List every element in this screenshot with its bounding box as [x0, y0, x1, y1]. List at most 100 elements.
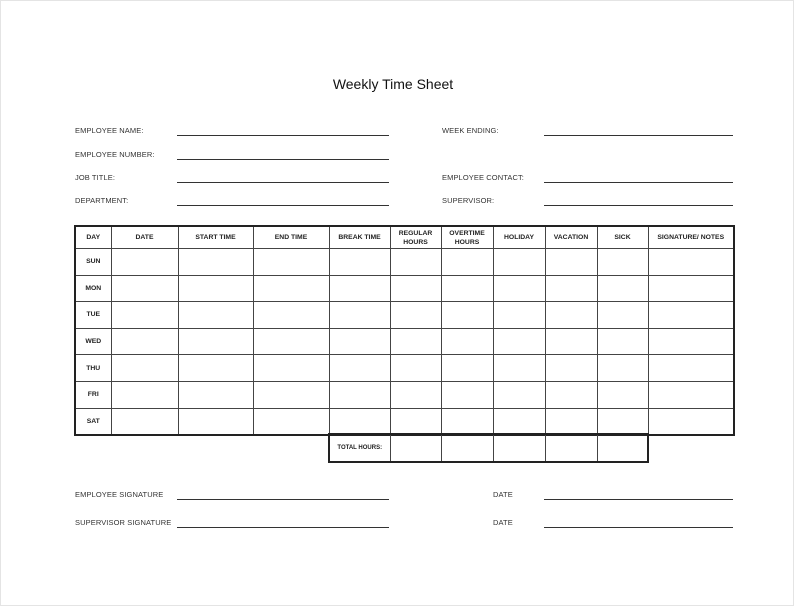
column-header: REGULAR HOURS	[389, 225, 442, 249]
job-title-field[interactable]	[177, 182, 389, 183]
employee-date-field[interactable]	[544, 499, 733, 500]
employee-date-label: DATE	[493, 490, 513, 499]
table-cell[interactable]	[647, 380, 735, 409]
table-cell[interactable]	[647, 327, 735, 356]
table-cell[interactable]	[492, 248, 546, 276]
supervisor-signature-field[interactable]	[177, 527, 389, 528]
table-cell[interactable]	[544, 248, 598, 276]
table-cell[interactable]	[389, 301, 442, 329]
table-cell[interactable]	[328, 380, 391, 409]
table-cell[interactable]	[177, 301, 254, 329]
day-label: TUE	[74, 301, 112, 329]
table-cell[interactable]	[492, 354, 546, 382]
table-cell[interactable]	[389, 327, 442, 356]
employee-signature-field[interactable]	[177, 499, 389, 500]
table-cell[interactable]	[252, 301, 330, 329]
total-vacation-cell[interactable]	[544, 433, 598, 463]
table-cell[interactable]	[492, 274, 546, 303]
table-cell[interactable]	[252, 248, 330, 276]
timesheet-table: DAY DATE START TIME END TIME BREAK TIME REGUL…	[74, 225, 735, 437]
employee-number-field[interactable]	[177, 159, 389, 160]
table-cell[interactable]	[492, 327, 546, 356]
table-cell[interactable]	[596, 407, 649, 436]
table-cell[interactable]	[596, 354, 649, 382]
table-cell[interactable]	[647, 354, 735, 382]
table-cell[interactable]	[440, 407, 494, 436]
week-ending-label: WEEK ENDING:	[442, 126, 499, 135]
table-cell[interactable]	[252, 274, 330, 303]
table-cell[interactable]	[596, 380, 649, 409]
table-cell[interactable]	[389, 274, 442, 303]
table-cell[interactable]	[492, 380, 546, 409]
table-cell[interactable]	[389, 248, 442, 276]
table-cell[interactable]	[177, 407, 254, 436]
table-cell[interactable]	[647, 248, 735, 276]
table-cell[interactable]	[596, 248, 649, 276]
table-cell[interactable]	[252, 407, 330, 436]
table-cell[interactable]	[596, 327, 649, 356]
total-hours-table: TOTAL HOURS:	[328, 433, 649, 463]
job-title-label: JOB TITLE:	[75, 173, 116, 182]
table-cell[interactable]	[252, 380, 330, 409]
table-cell[interactable]	[440, 248, 494, 276]
table-cell[interactable]	[544, 327, 598, 356]
table-cell[interactable]	[647, 407, 735, 436]
table-cell[interactable]	[440, 327, 494, 356]
department-label: DEPARTMENT:	[75, 196, 129, 205]
table-cell[interactable]	[328, 327, 391, 356]
supervisor-field[interactable]	[544, 205, 733, 206]
table-cell[interactable]	[440, 274, 494, 303]
table-cell[interactable]	[110, 380, 179, 409]
total-sick-cell[interactable]	[596, 433, 649, 463]
table-cell[interactable]	[328, 248, 391, 276]
total-overtime-hours-cell[interactable]	[440, 433, 494, 463]
table-cell[interactable]	[389, 380, 442, 409]
table-cell[interactable]	[110, 274, 179, 303]
table-cell[interactable]	[110, 301, 179, 329]
total-holiday-cell[interactable]	[492, 433, 546, 463]
table-cell[interactable]	[647, 274, 735, 303]
total-regular-hours-cell[interactable]	[389, 433, 442, 463]
table-cell[interactable]	[252, 354, 330, 382]
table-cell[interactable]	[544, 301, 598, 329]
table-cell[interactable]	[440, 354, 494, 382]
table-cell[interactable]	[544, 407, 598, 436]
table-cell[interactable]	[252, 327, 330, 356]
table-cell[interactable]	[492, 301, 546, 329]
table-cell[interactable]	[389, 354, 442, 382]
table-cell[interactable]	[110, 327, 179, 356]
table-cell[interactable]	[110, 354, 179, 382]
table-cell[interactable]	[440, 301, 494, 329]
employee-name-field[interactable]	[177, 135, 389, 136]
day-label: WED	[74, 327, 112, 356]
table-cell[interactable]	[492, 407, 546, 436]
column-header: OVERTIME HOURS	[440, 225, 494, 249]
supervisor-signature-label: SUPERVISOR SIGNATURE	[75, 518, 172, 527]
table-cell[interactable]	[328, 354, 391, 382]
table-cell[interactable]	[177, 274, 254, 303]
day-label: SAT	[74, 407, 112, 436]
table-cell[interactable]	[328, 407, 391, 436]
table-cell[interactable]	[110, 248, 179, 276]
week-ending-field[interactable]	[544, 135, 733, 136]
column-header: DATE	[110, 225, 179, 249]
employee-contact-field[interactable]	[544, 182, 733, 183]
table-cell[interactable]	[177, 327, 254, 356]
supervisor-date-field[interactable]	[544, 527, 733, 528]
table-cell[interactable]	[177, 248, 254, 276]
table-cell[interactable]	[647, 301, 735, 329]
table-cell[interactable]	[177, 354, 254, 382]
table-cell[interactable]	[544, 380, 598, 409]
table-cell[interactable]	[596, 301, 649, 329]
table-cell[interactable]	[328, 274, 391, 303]
department-field[interactable]	[177, 205, 389, 206]
column-header: END TIME	[252, 225, 330, 249]
table-cell[interactable]	[596, 274, 649, 303]
table-cell[interactable]	[544, 354, 598, 382]
table-cell[interactable]	[328, 301, 391, 329]
table-cell[interactable]	[110, 407, 179, 436]
table-cell[interactable]	[544, 274, 598, 303]
table-cell[interactable]	[389, 407, 442, 436]
table-cell[interactable]	[440, 380, 494, 409]
table-cell[interactable]	[177, 380, 254, 409]
